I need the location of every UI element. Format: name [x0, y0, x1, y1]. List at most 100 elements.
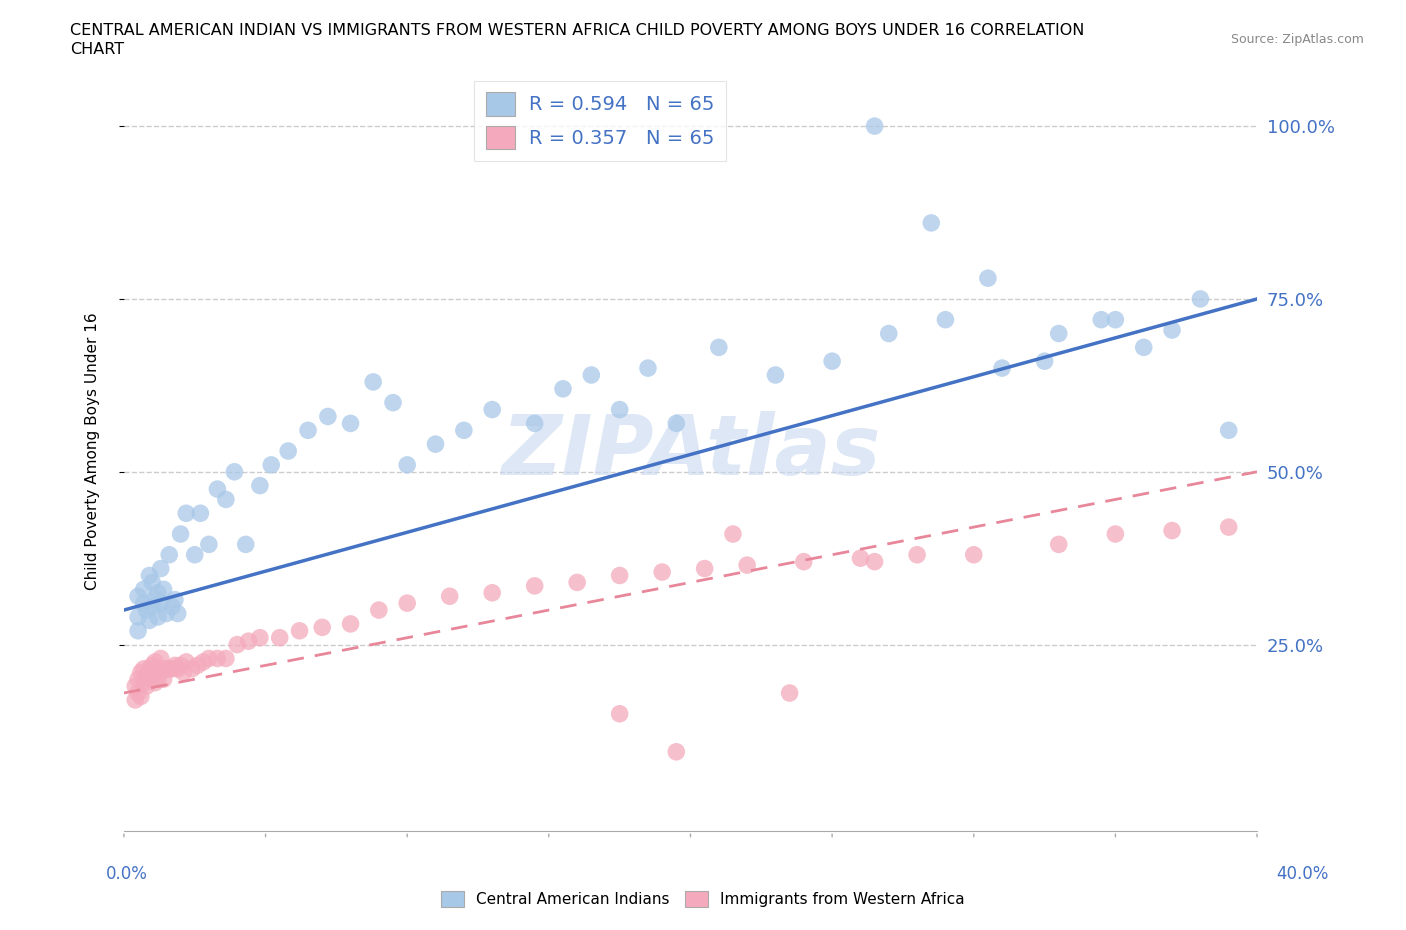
- Point: [339, 416, 361, 431]
- Point: [1218, 520, 1240, 535]
- Y-axis label: Child Poverty Among Boys Under 16: Child Poverty Among Boys Under 16: [86, 312, 100, 590]
- Point: [149, 665, 172, 680]
- Text: CHART: CHART: [70, 42, 124, 57]
- Point: [963, 548, 986, 563]
- Point: [779, 685, 801, 700]
- Point: [135, 679, 157, 694]
- Point: [124, 693, 146, 708]
- Point: [180, 661, 202, 676]
- Point: [141, 575, 163, 590]
- Point: [157, 548, 180, 563]
- Point: [1189, 291, 1212, 306]
- Point: [149, 596, 172, 611]
- Point: [765, 367, 787, 382]
- Point: [977, 271, 1000, 286]
- Point: [260, 458, 283, 472]
- Point: [481, 585, 503, 600]
- Point: [149, 561, 172, 576]
- Point: [453, 423, 475, 438]
- Point: [146, 609, 169, 624]
- Point: [127, 609, 149, 624]
- Point: [551, 381, 574, 396]
- Point: [129, 665, 152, 680]
- Point: [155, 661, 177, 676]
- Point: [226, 637, 249, 652]
- Point: [905, 548, 928, 563]
- Point: [523, 578, 546, 593]
- Point: [269, 631, 291, 645]
- Point: [135, 603, 157, 618]
- Point: [149, 651, 172, 666]
- Point: [138, 661, 160, 676]
- Point: [160, 661, 183, 676]
- Point: [160, 599, 183, 614]
- Text: 0.0%: 0.0%: [105, 865, 148, 883]
- Point: [146, 661, 169, 676]
- Point: [198, 651, 221, 666]
- Point: [637, 361, 659, 376]
- Text: CENTRAL AMERICAN INDIAN VS IMMIGRANTS FROM WESTERN AFRICA CHILD POVERTY AMONG BO: CENTRAL AMERICAN INDIAN VS IMMIGRANTS FR…: [70, 23, 1084, 38]
- Point: [184, 548, 207, 563]
- Point: [1104, 312, 1126, 327]
- Point: [288, 623, 311, 638]
- Point: [146, 585, 169, 600]
- Point: [141, 658, 163, 672]
- Point: [665, 744, 688, 759]
- Point: [132, 661, 155, 676]
- Point: [651, 565, 673, 579]
- Point: [311, 620, 333, 635]
- Point: [821, 353, 844, 368]
- Point: [297, 423, 319, 438]
- Text: ZIPAtlas: ZIPAtlas: [501, 410, 880, 492]
- Point: [141, 599, 163, 614]
- Point: [198, 537, 221, 551]
- Point: [207, 651, 229, 666]
- Point: [207, 482, 229, 497]
- Point: [172, 665, 194, 680]
- Point: [1132, 339, 1154, 354]
- Point: [129, 689, 152, 704]
- Point: [157, 661, 180, 676]
- Point: [1047, 326, 1070, 341]
- Point: [665, 416, 688, 431]
- Point: [138, 613, 160, 628]
- Point: [339, 617, 361, 631]
- Legend: Central American Indians, Immigrants from Western Africa: Central American Indians, Immigrants fro…: [434, 884, 972, 913]
- Legend: R = 0.594   N = 65, R = 0.357   N = 65: R = 0.594 N = 65, R = 0.357 N = 65: [474, 81, 725, 161]
- Point: [163, 658, 186, 672]
- Point: [1047, 537, 1070, 551]
- Point: [215, 492, 238, 507]
- Point: [481, 402, 503, 417]
- Point: [693, 561, 716, 576]
- Point: [166, 661, 188, 676]
- Point: [124, 679, 146, 694]
- Point: [581, 367, 603, 382]
- Point: [143, 655, 166, 670]
- Point: [609, 568, 631, 583]
- Point: [163, 592, 186, 607]
- Point: [1033, 353, 1056, 368]
- Point: [166, 606, 188, 621]
- Point: [224, 464, 246, 479]
- Point: [132, 596, 155, 611]
- Point: [316, 409, 339, 424]
- Point: [187, 658, 209, 672]
- Point: [127, 623, 149, 638]
- Text: 40.0%: 40.0%: [1277, 865, 1329, 883]
- Point: [249, 631, 271, 645]
- Point: [277, 444, 299, 458]
- Point: [1090, 312, 1112, 327]
- Point: [169, 526, 191, 541]
- Point: [991, 361, 1014, 376]
- Point: [1161, 523, 1184, 538]
- Point: [190, 506, 212, 521]
- Point: [1218, 423, 1240, 438]
- Point: [143, 675, 166, 690]
- Point: [877, 326, 900, 341]
- Point: [609, 402, 631, 417]
- Point: [920, 216, 942, 231]
- Point: [135, 669, 157, 684]
- Point: [152, 671, 174, 686]
- Point: [174, 655, 197, 670]
- Point: [565, 575, 588, 590]
